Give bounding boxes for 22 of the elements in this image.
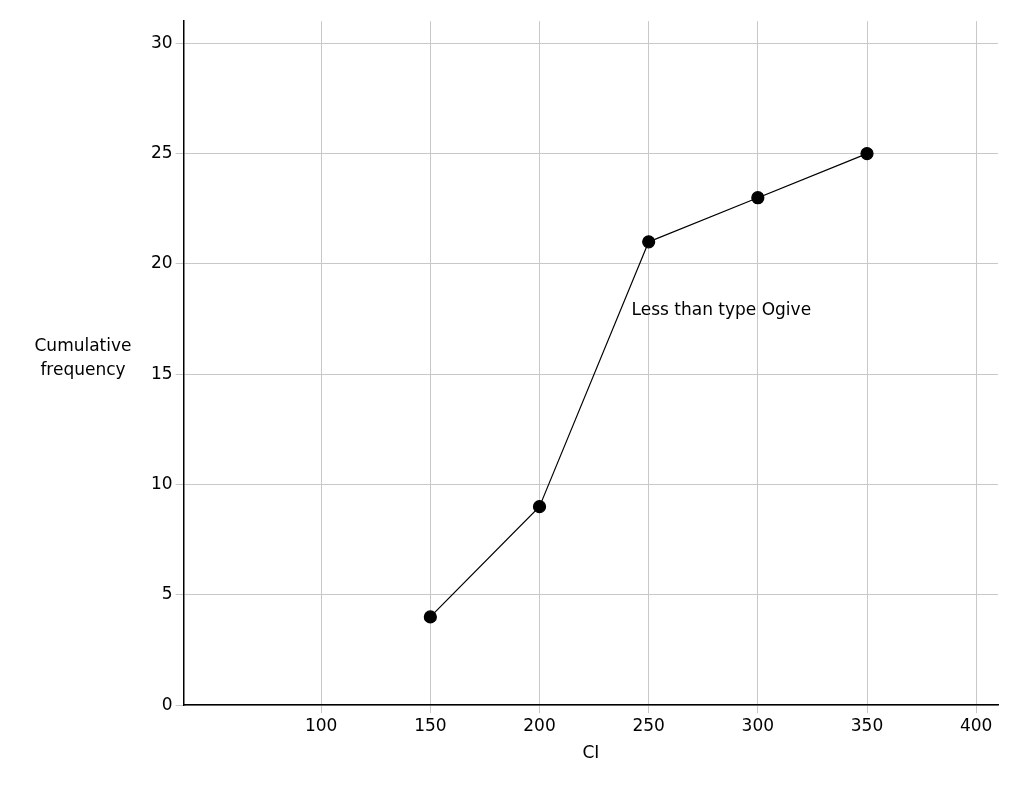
y-tick-label: 0 [161, 693, 173, 714]
point [423, 610, 437, 624]
y-axis-title: Cumulative frequency [34, 335, 132, 380]
y-tick-label: 25 [150, 142, 173, 163]
y-tick-label: 5 [161, 583, 173, 604]
y-tick-label: 10 [150, 472, 173, 493]
y-tick-label: 15 [150, 362, 173, 383]
x-tick-label: 250 [632, 714, 665, 735]
annotation: Less than type Ogive [631, 299, 812, 320]
x-tick-label: 400 [959, 714, 993, 735]
x-tick-label: 350 [850, 714, 884, 735]
y-tick-label: 30 [150, 31, 173, 52]
y-tick-label: 20 [150, 252, 173, 273]
x-axis-title: CI [582, 742, 600, 763]
x-tick-label: 200 [523, 714, 556, 735]
point [532, 500, 547, 514]
x-tick-label: 100 [304, 714, 338, 735]
x-tick-label: 300 [741, 714, 775, 735]
point [642, 235, 656, 249]
x-tick-label: 150 [414, 714, 447, 735]
point [751, 191, 765, 205]
point [860, 146, 874, 161]
